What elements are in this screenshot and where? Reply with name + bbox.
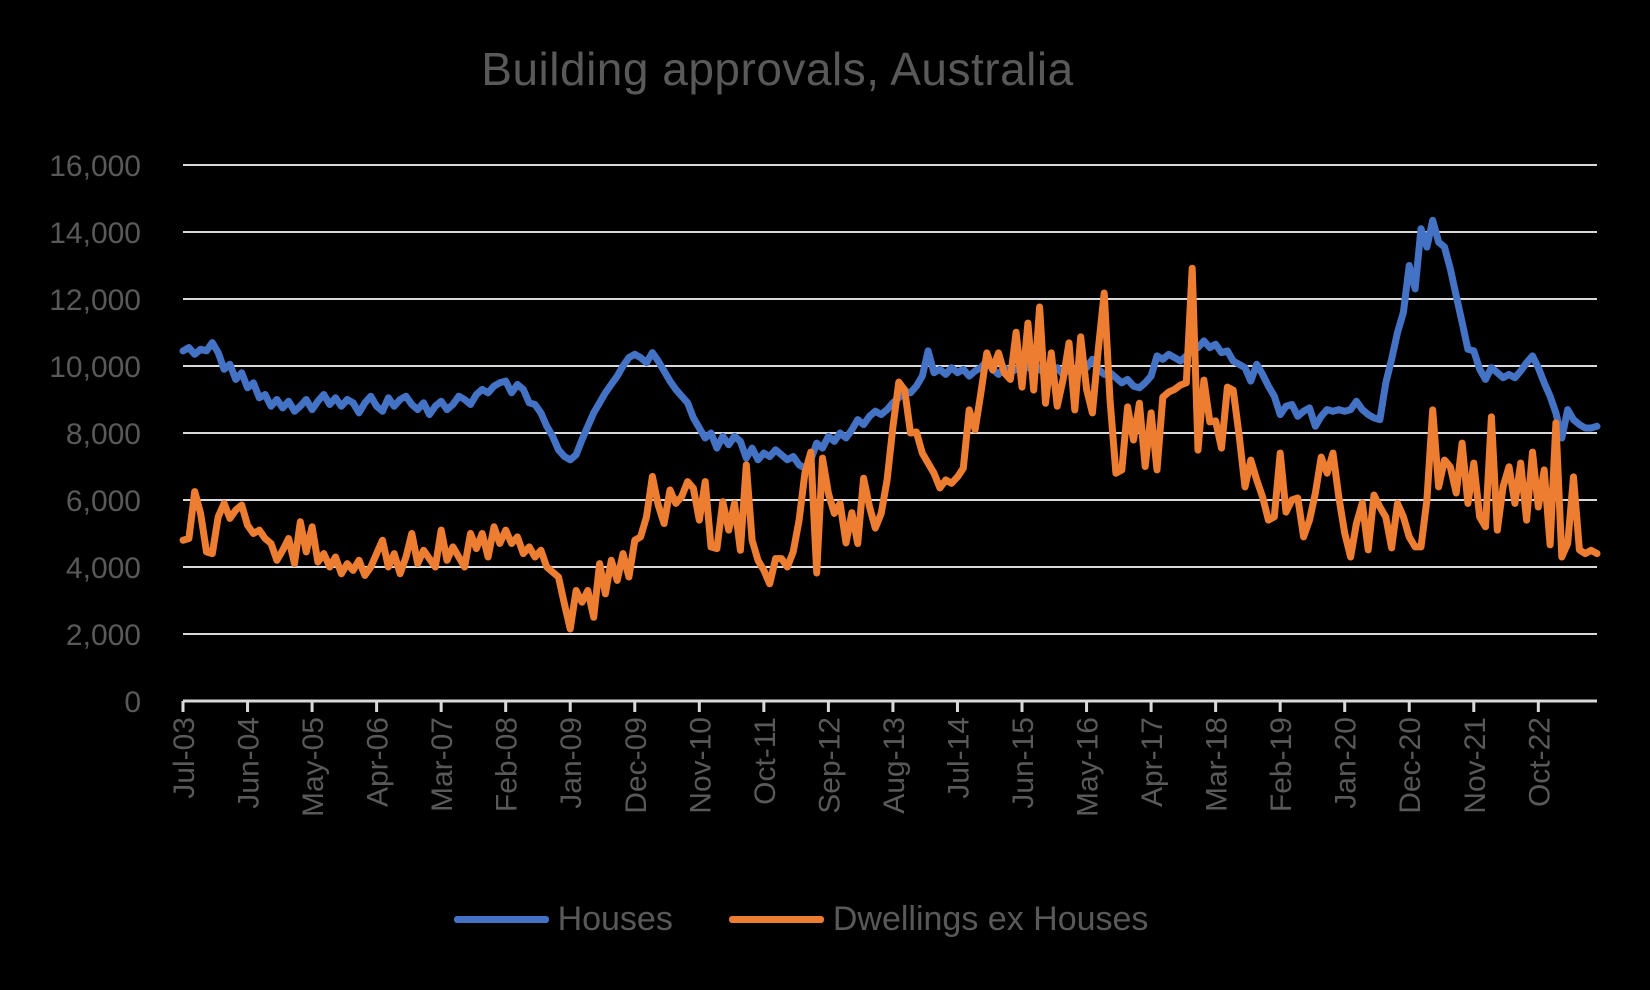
dwellings-line-swatch-icon <box>728 916 824 923</box>
y-axis-tick-label: 10,000 <box>49 351 141 384</box>
x-axis-tick-label: Aug-13 <box>878 717 911 814</box>
y-axis-tick-label: 0 <box>124 686 141 719</box>
x-axis-tick-label: Nov-21 <box>1459 717 1492 814</box>
x-axis-tick-label: Sep-12 <box>813 717 846 814</box>
x-axis-tick-label: Jun-04 <box>233 717 266 809</box>
x-axis-tick-label: Feb-19 <box>1265 717 1298 812</box>
chart-title: Building approvals, Australia <box>481 43 1074 95</box>
x-axis-tick-label: Apr-17 <box>1136 717 1169 807</box>
x-axis-tick-label: May-05 <box>297 717 330 817</box>
y-axis-tick-label: 16,000 <box>49 150 141 183</box>
x-axis-tick-label: Dec-20 <box>1394 717 1427 814</box>
x-axis-tick-label: Jan-20 <box>1330 717 1363 809</box>
x-axis-tick-label: Nov-10 <box>684 717 717 814</box>
x-axis-tick-label: Oct-11 <box>749 717 782 805</box>
legend-item-dwellings: Dwellings ex Houses <box>728 900 1149 939</box>
houses-series-line <box>179 216 1601 472</box>
x-axis-tick-label: Jan-09 <box>555 717 588 809</box>
x-axis-tick-label: Oct-22 <box>1523 717 1556 807</box>
y-axis-tick-label: 4,000 <box>66 552 141 585</box>
legend: Houses Dwellings ex Houses <box>0 900 1602 939</box>
x-axis-tick-label: May-16 <box>1072 717 1105 817</box>
x-axis-tick-label: Jun-15 <box>1007 717 1040 809</box>
y-axis-tick-label: 6,000 <box>66 485 141 518</box>
houses-line-swatch-icon <box>453 916 549 923</box>
legend-label-houses: Houses <box>557 900 673 938</box>
legend-item-houses: Houses <box>453 900 673 939</box>
x-axis-tick-label: Mar-07 <box>426 717 459 812</box>
x-axis-tick-label: Dec-09 <box>620 717 653 814</box>
legend-label-dwellings: Dwellings ex Houses <box>832 900 1149 938</box>
dwellings-series-line <box>179 264 1601 633</box>
x-axis-tick-label: Jul-03 <box>168 717 201 799</box>
x-axis-tick-label: Jul-14 <box>942 717 975 799</box>
y-axis-tick-label: 12,000 <box>49 284 141 317</box>
y-axis-tick-label: 8,000 <box>66 418 141 451</box>
x-axis-tick-label: Feb-08 <box>491 717 524 812</box>
x-axis-tick-label: Mar-18 <box>1201 717 1234 812</box>
x-axis-tick-label: Apr-06 <box>362 717 395 807</box>
y-axis-tick-label: 14,000 <box>49 217 141 250</box>
y-axis-tick-label: 2,000 <box>66 619 141 652</box>
